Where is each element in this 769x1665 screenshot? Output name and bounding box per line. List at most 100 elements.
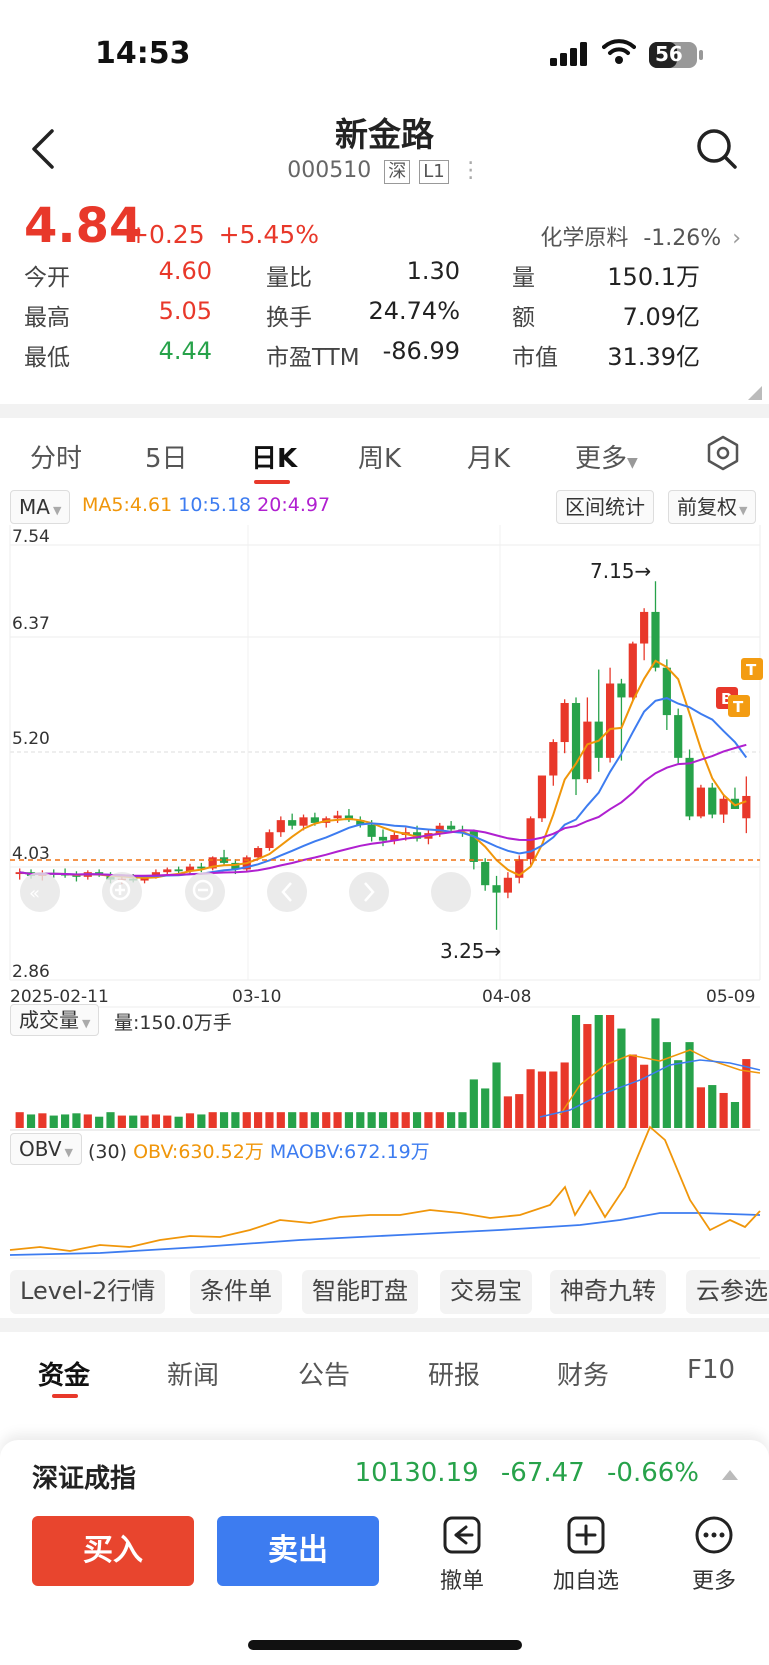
chip-trade-treasure[interactable]: 交易宝 bbox=[440, 1270, 532, 1314]
x-tick-label: 05-09 bbox=[706, 987, 755, 1007]
kline-chart[interactable]: 7.54 6.37 5.20 4.03 2.86 7.15→ 3.25→ B T… bbox=[0, 525, 769, 1260]
t-marker[interactable]: T bbox=[741, 658, 763, 680]
svg-text:«: « bbox=[29, 883, 40, 904]
candle bbox=[549, 739, 558, 786]
volume-bar bbox=[344, 1112, 354, 1128]
y-tick-label: 6.37 bbox=[12, 614, 50, 634]
tab-f10[interactable]: F10 bbox=[687, 1355, 736, 1385]
tab-finance[interactable]: 财务 bbox=[557, 1361, 610, 1391]
volume-bar bbox=[412, 1112, 422, 1128]
stat-label: 市值 bbox=[512, 345, 558, 371]
candle bbox=[503, 872, 512, 899]
stat-value: 1.30 bbox=[406, 257, 460, 285]
zoom-in-button[interactable] bbox=[102, 872, 142, 912]
tab-more[interactable]: 更多▼ bbox=[575, 438, 638, 475]
volume-bar bbox=[674, 1060, 683, 1128]
sector-link[interactable]: 化学原料 -1.26% › bbox=[540, 220, 741, 252]
stat-value: 4.60 bbox=[158, 257, 212, 285]
ma5-line bbox=[19, 659, 747, 879]
volume-bar bbox=[730, 1102, 740, 1128]
stat-label: 额 bbox=[512, 305, 535, 331]
candle bbox=[617, 678, 626, 761]
chevron-right-icon: › bbox=[732, 226, 741, 251]
tab-funds[interactable]: 资金 bbox=[38, 1361, 91, 1391]
chip-level2[interactable]: Level-2行情 bbox=[10, 1270, 166, 1314]
volume-bar bbox=[605, 1015, 615, 1128]
ma10-value: 10:5.18 bbox=[178, 494, 252, 516]
t-marker[interactable]: T bbox=[728, 695, 750, 717]
volume-bar bbox=[106, 1112, 115, 1128]
volume-bar bbox=[140, 1115, 149, 1128]
volume-bar bbox=[515, 1094, 524, 1128]
volume-bar bbox=[696, 1087, 705, 1128]
volume-bar bbox=[401, 1112, 410, 1128]
tab-announcements[interactable]: 公告 bbox=[298, 1361, 351, 1391]
tab-research[interactable]: 研报 bbox=[428, 1361, 481, 1391]
volume-info: 量:150.0万手 bbox=[114, 1012, 232, 1034]
sector-percent: -1.26% bbox=[643, 226, 722, 251]
volume-bar bbox=[49, 1115, 58, 1128]
candle bbox=[197, 862, 206, 873]
candle bbox=[288, 813, 297, 830]
volume-bar bbox=[435, 1112, 444, 1128]
caret-down-icon: ▼ bbox=[82, 1017, 91, 1030]
index-name[interactable]: 深证成指 bbox=[32, 1464, 137, 1494]
corner-expand-icon[interactable] bbox=[748, 386, 762, 400]
candle bbox=[492, 875, 501, 930]
exchange-badge: 深 bbox=[384, 160, 411, 184]
tab-week-k[interactable]: 周K bbox=[358, 444, 402, 474]
index-percent: -0.66% bbox=[607, 1458, 699, 1488]
stat-label: 量比 bbox=[266, 265, 312, 291]
fast-forward-button[interactable] bbox=[431, 872, 471, 912]
fast-back-button[interactable]: « bbox=[20, 872, 60, 912]
index-values: 10130.19 -67.47 -0.66% bbox=[355, 1458, 699, 1488]
obv-indicator-selector[interactable]: OBV ▼ bbox=[10, 1133, 82, 1165]
chip-magic-nine[interactable]: 神奇九转 bbox=[550, 1270, 666, 1314]
chip-smart-watch[interactable]: 智能盯盘 bbox=[302, 1270, 418, 1314]
back-icon[interactable] bbox=[28, 128, 58, 170]
pan-left-button[interactable] bbox=[267, 872, 307, 912]
chip-condition-order[interactable]: 条件单 bbox=[190, 1270, 282, 1314]
caret-up-icon[interactable] bbox=[722, 1468, 738, 1480]
cancel-order-button[interactable]: 撤单 bbox=[422, 1515, 502, 1595]
volume-bar bbox=[129, 1115, 138, 1128]
stat-value: 5.05 bbox=[158, 297, 212, 325]
volume-bar bbox=[583, 1024, 592, 1128]
chip-cloud[interactable]: 云参选 bbox=[686, 1270, 769, 1314]
more-dots-icon[interactable]: ⋮ bbox=[459, 158, 482, 183]
zoom-out-button[interactable] bbox=[185, 872, 225, 912]
price-change: +0.25 +5.45% bbox=[128, 220, 319, 249]
range-stats-button[interactable]: 区间统计 bbox=[556, 490, 654, 524]
candle bbox=[481, 858, 490, 891]
more-actions-label: 更多 bbox=[691, 1569, 736, 1594]
ma-legend: MA5:4.61 10:5.18 20:4.97 bbox=[82, 494, 330, 516]
adjust-selector[interactable]: 前复权 ▼ bbox=[668, 490, 757, 524]
tab-5day[interactable]: 5日 bbox=[145, 444, 188, 474]
cancel-order-icon bbox=[443, 1516, 481, 1554]
tab-news[interactable]: 新闻 bbox=[167, 1361, 220, 1391]
settings-hex-icon[interactable] bbox=[704, 434, 742, 472]
volume-bar bbox=[299, 1112, 308, 1128]
candle bbox=[185, 863, 195, 875]
sell-button[interactable]: 卖出 bbox=[217, 1516, 379, 1586]
x-tick-label: 03-10 bbox=[232, 987, 281, 1007]
chart-controls: « bbox=[20, 872, 471, 912]
obv-legend: (30) OBV:630.52万 MAOBV:672.19万 bbox=[88, 1137, 430, 1164]
tab-day-k[interactable]: 日K bbox=[251, 444, 298, 474]
volume-bar bbox=[231, 1112, 240, 1128]
volume-indicator-selector[interactable]: 成交量 ▼ bbox=[10, 1004, 100, 1036]
volume-bar bbox=[560, 1062, 569, 1128]
add-watchlist-button[interactable]: 加自选 bbox=[546, 1515, 626, 1595]
buy-button[interactable]: 买入 bbox=[32, 1516, 194, 1586]
volume-bar bbox=[197, 1114, 206, 1128]
y-tick-label: 2.86 bbox=[12, 962, 50, 982]
pan-right-button[interactable] bbox=[349, 872, 389, 912]
tab-timeshare[interactable]: 分时 bbox=[30, 444, 83, 474]
volume-bar bbox=[640, 1064, 649, 1128]
tab-month-k[interactable]: 月K bbox=[467, 444, 511, 474]
caret-down-icon: ▼ bbox=[52, 504, 62, 517]
search-icon[interactable] bbox=[696, 128, 738, 170]
ma-selector[interactable]: MA ▼ bbox=[10, 490, 71, 524]
more-actions-button[interactable]: 更多 bbox=[674, 1515, 754, 1595]
volume-bar bbox=[742, 1059, 751, 1128]
